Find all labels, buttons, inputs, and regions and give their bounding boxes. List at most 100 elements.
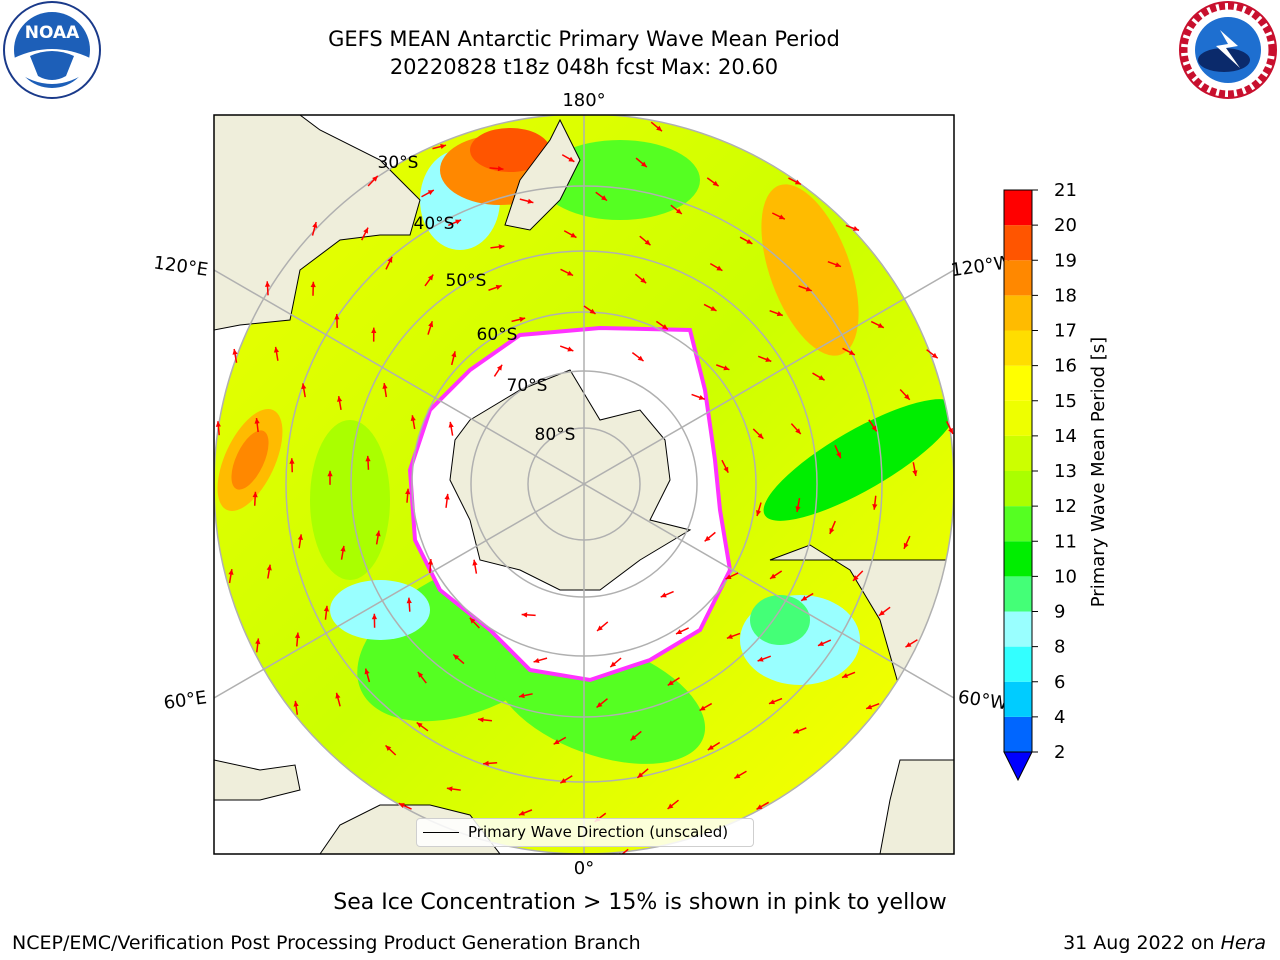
wave-arrow-head — [497, 166, 504, 172]
wave-arrow-head — [795, 428, 801, 434]
colorbar-swatch — [1004, 400, 1032, 436]
wave-arrow-head — [518, 810, 525, 816]
wave-arrow-head — [716, 265, 723, 271]
wave-arrow-head — [835, 262, 842, 268]
new-zealand-land — [504, 118, 581, 231]
footer-host: Hera — [1220, 932, 1266, 954]
wave-arrow-head — [734, 773, 741, 779]
wave-arrow-head — [704, 535, 711, 542]
colorbar-swatch — [1004, 576, 1032, 612]
colorbar-swatch — [1004, 295, 1032, 331]
wave-arrow-head — [405, 488, 411, 495]
colorbar-swatch — [1004, 646, 1032, 682]
wave-arrow-head — [323, 605, 330, 612]
legend-label: Primary Wave Direction (unscaled) — [468, 823, 729, 841]
wave-arrow-head — [756, 510, 762, 516]
wave-arrow-head — [912, 470, 918, 477]
map-legend: Primary Wave Direction (unscaled) — [416, 818, 754, 847]
wave-arrow-head — [372, 175, 378, 182]
wave-arrow-head — [498, 244, 505, 250]
wave-arrow-head — [385, 745, 392, 752]
wave-arrow-head — [568, 156, 575, 162]
wave-arrow-head — [364, 668, 370, 675]
wave-arrow-head — [469, 617, 476, 624]
footer-credit: NCEP/EMC/Verification Post Processing Pr… — [12, 932, 641, 954]
wave-arrow-head — [255, 638, 261, 645]
wave-arrow-head — [660, 592, 667, 598]
wave-arrow-head — [817, 641, 824, 646]
wave-arrow-head — [310, 281, 316, 288]
wave-arrow-head — [676, 629, 683, 635]
map-frame — [213, 114, 955, 855]
wave-arrow-head — [699, 705, 706, 711]
wave-arrow-head — [312, 222, 318, 228]
wave-arrow-head — [363, 227, 369, 234]
colorbar-tick-label: 6 — [1054, 672, 1065, 693]
wave-arrow-head — [878, 610, 885, 616]
colorbar-swatch — [1004, 611, 1032, 647]
noaa-logo: NOAA — [3, 1, 101, 99]
colorbar-swatch — [1004, 365, 1032, 401]
chart-title: GEFS MEAN Antarctic Primary Wave Mean Pe… — [328, 27, 840, 51]
wave-arrow-head — [746, 238, 753, 244]
wave-arrow-head — [428, 321, 434, 328]
wave-arrow-head — [725, 574, 732, 580]
wave-arrow-head — [610, 661, 617, 668]
wave-arrow-head — [637, 355, 644, 362]
wave-arrow-head — [446, 786, 453, 792]
colorbar: 2 4 6 8 9 10 11 12 13 14 15 16 17 18 19 20 21 — [1003, 180, 1077, 782]
colorbar-tick-label: 2 — [1054, 742, 1065, 763]
wave-arrow-head — [818, 375, 825, 381]
wave-arrow-head — [440, 143, 447, 150]
wave-direction-arrows — [215, 121, 954, 854]
colorbar-tick-label: 18 — [1054, 285, 1077, 306]
wave-arrow-head — [371, 327, 377, 334]
wave-arrow-head — [410, 415, 416, 422]
australia-land — [214, 115, 421, 331]
wave-arrow-head — [567, 346, 574, 352]
wave-arrow-head — [293, 700, 299, 707]
wave-arrow-head — [228, 569, 234, 575]
wave-arrow-head — [560, 778, 567, 784]
wave-arrow-head — [495, 284, 502, 290]
wave-arrow-head — [795, 506, 801, 512]
lat-label-60s: 60°S — [477, 325, 518, 345]
wave-arrow-head — [596, 702, 603, 708]
wave-arrow-head — [478, 717, 484, 723]
lat-label-30s: 30°S — [378, 153, 419, 173]
colorbar-swatch — [1004, 716, 1032, 752]
wave-arrow-head — [630, 734, 637, 741]
wave-arrow-head — [931, 352, 938, 359]
wave-arrow-head — [371, 613, 378, 620]
wave-arrow-head — [327, 470, 333, 477]
wave-arrow-head — [707, 744, 714, 750]
wave-arrow-head — [254, 418, 260, 424]
wave-arrow-head — [836, 452, 841, 459]
wave-arrow-head — [301, 383, 307, 390]
colorbar-tick-label: 8 — [1054, 637, 1065, 658]
colorbar-swatch — [1004, 471, 1032, 507]
wave-arrow-head — [765, 356, 772, 362]
antarctica-land — [449, 369, 692, 591]
wave-arrow-head — [905, 642, 912, 648]
lat-label-40s: 40°S — [414, 214, 455, 234]
colorbar-label: Primary Wave Mean Period [s] — [1088, 337, 1109, 607]
wave-arrow-head — [948, 427, 953, 434]
wave-arrow-head — [589, 308, 596, 314]
colorbar-swatch — [1004, 225, 1032, 261]
sea-ice-note: Sea Ice Concentration > 15% is shown in … — [333, 890, 947, 915]
wave-arrow-head — [756, 804, 763, 810]
wave-arrow-head — [640, 277, 647, 284]
wave-arrow-head — [712, 180, 719, 187]
wave-arrow-head — [641, 161, 647, 168]
chart-subtitle-date: 20220828 t18z 048h fcst Max: 20.60 — [389, 55, 779, 79]
wave-arrow-head — [365, 455, 371, 462]
colorbar-swatch — [1004, 506, 1032, 542]
wave-arrow-head — [770, 573, 776, 579]
wave-arrow-head — [427, 559, 434, 565]
wave-arrow-head — [567, 270, 574, 276]
colorbar-tick-label: 12 — [1054, 496, 1077, 517]
wave-arrow-head — [297, 534, 303, 541]
noaa-logo-text: NOAA — [25, 23, 80, 43]
wave-arrow-head — [337, 396, 343, 402]
